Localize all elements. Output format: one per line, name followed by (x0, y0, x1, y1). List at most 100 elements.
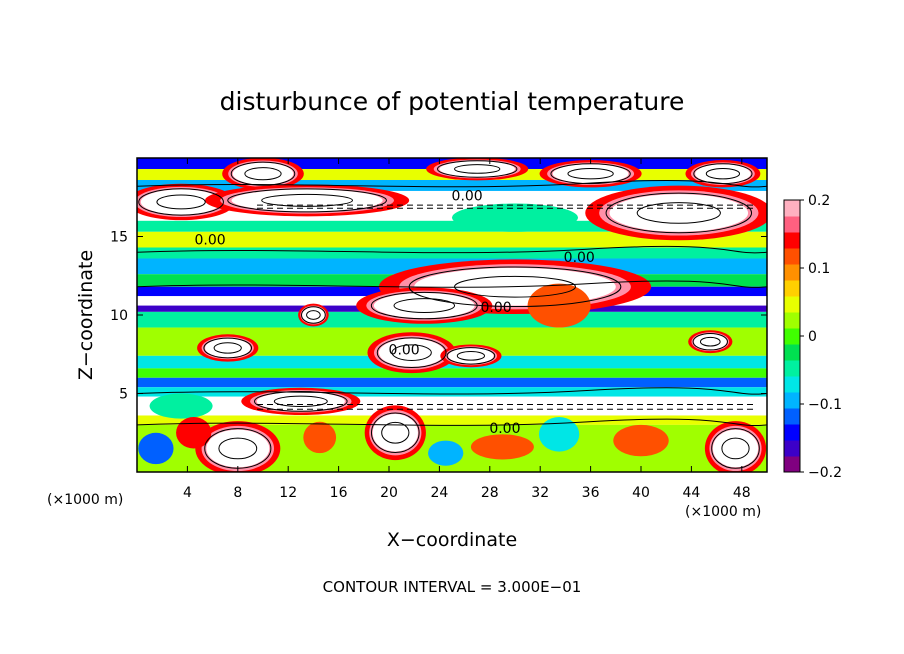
x-unit-label-left: (×1000 m) (47, 492, 123, 508)
x-tick-label: 40 (632, 485, 650, 501)
field-anomaly (302, 307, 325, 323)
contour-line (203, 337, 253, 359)
contour-line (306, 310, 321, 320)
contour-line (393, 298, 456, 313)
colorbar-tick-label: 0.1 (808, 261, 830, 277)
colorbar-segment (784, 280, 800, 297)
contour-line (699, 336, 721, 347)
y-tick-label: 15 (110, 230, 128, 246)
field-anomaly (205, 338, 251, 358)
contour-label: 0.00 (194, 233, 225, 249)
field-anomaly (552, 164, 629, 184)
y-tick-label: 10 (110, 308, 128, 324)
contour-line (137, 387, 767, 395)
colorbar-segment (784, 248, 800, 265)
contour-line (137, 280, 767, 288)
x-tick-label: 36 (582, 485, 600, 501)
y-axis-label: Z−coordinate (75, 250, 97, 380)
contour-line (721, 437, 750, 460)
colorbar-segment (784, 376, 800, 393)
field-band (137, 377, 767, 388)
field-band (137, 231, 767, 248)
colorbar-segment (784, 408, 800, 425)
x-tick-label: 44 (682, 485, 700, 501)
field-anomaly (538, 417, 580, 452)
colorbar-segment (784, 296, 800, 313)
x-tick-label: 12 (279, 485, 297, 501)
contour-label: 0.00 (452, 189, 483, 205)
contour-line (376, 337, 447, 369)
contour-line (244, 167, 282, 181)
field-anomaly (373, 293, 475, 319)
colorbar-segment (784, 200, 800, 217)
contour-line (605, 192, 753, 234)
field-band (137, 387, 767, 397)
contour-line (138, 188, 224, 216)
field-anomaly (256, 391, 345, 411)
contour-line (705, 168, 741, 180)
contour-line (567, 168, 614, 180)
field-anomaly (470, 434, 534, 460)
contour-line (454, 164, 501, 174)
contour-label: 0.00 (489, 421, 520, 437)
x-tick-label: 20 (380, 485, 398, 501)
contour-line (218, 437, 258, 460)
contour-line (253, 390, 348, 412)
field-anomaly (378, 338, 445, 367)
field-anomaly (448, 347, 494, 364)
contour-line (261, 193, 353, 207)
field-anomaly (232, 162, 294, 185)
contour-line (370, 412, 420, 454)
contour-line (137, 245, 767, 254)
colorbar-segment (784, 216, 800, 233)
contour-line (227, 188, 387, 213)
x-tick-label: 8 (233, 485, 242, 501)
field-anomaly (372, 413, 418, 452)
field-anomaly (609, 194, 749, 232)
field-anomaly (439, 161, 515, 177)
x-axis-label: X−coordinate (387, 529, 517, 551)
x-tick-label: 16 (330, 485, 348, 501)
field-anomaly (176, 417, 212, 449)
colorbar-segment (784, 456, 800, 473)
colorbar-segment (784, 232, 800, 249)
contour-line (692, 332, 728, 351)
contour-line (137, 418, 767, 427)
colorbar-tick-label: −0.1 (808, 397, 842, 413)
field-anomaly (140, 189, 222, 215)
y-tick-label: 5 (119, 387, 128, 403)
contour-labels: 0.00 0.00 0.00 0.00 0.00 0.00 (194, 189, 594, 437)
field-anomaly (613, 424, 669, 457)
contour-label: 0.00 (481, 300, 512, 316)
field-band (137, 368, 767, 378)
field-anomaly (695, 164, 751, 184)
colorbar: 0.2 0.1 0 −0.1 −0.2 (783, 193, 842, 481)
colorbar-segment (784, 264, 800, 281)
colorbar-segment (784, 344, 800, 361)
y-axis-ticks: 5 10 15 (110, 230, 767, 403)
contour-label: 0.00 (389, 343, 420, 359)
contour-line (273, 395, 328, 408)
field-band (137, 179, 767, 191)
field-anomaly (428, 440, 464, 466)
contour-line (446, 347, 496, 365)
x-axis-ticks: 4 8 12 16 20 24 28 32 36 40 44 48 (183, 158, 751, 501)
temperature-field (137, 158, 767, 472)
colorbar-segment (784, 312, 800, 329)
x-unit-label-right: (×1000 m) (685, 504, 761, 520)
colorbar-segment (784, 360, 800, 377)
colorbar-tick-label: −0.2 (808, 465, 842, 481)
field-anomaly (452, 203, 578, 232)
contour-line (391, 344, 432, 361)
contour-line (456, 351, 486, 361)
field-anomaly (527, 283, 591, 328)
contour-line (156, 194, 206, 210)
chart-title: disturbunce of potential temperature (220, 87, 685, 116)
x-tick-label: 32 (531, 485, 549, 501)
contour-line (636, 202, 721, 224)
colorbar-segment (784, 440, 800, 457)
field-anomaly (231, 189, 383, 212)
colorbar-tick-label: 0.2 (808, 193, 830, 209)
